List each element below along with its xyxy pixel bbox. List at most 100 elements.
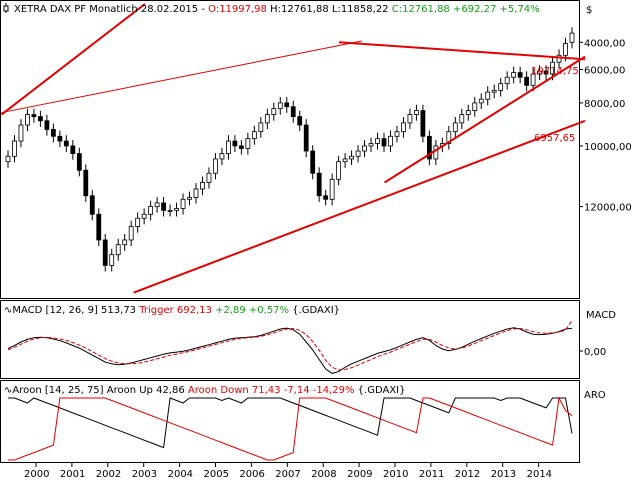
price-tick-label: 4000,00: [584, 38, 625, 49]
x-tick-label: 2011: [419, 469, 444, 480]
candle: [154, 202, 160, 207]
trendline-1: [0, 3, 146, 116]
x-tick-label: 2012: [455, 469, 480, 480]
candle: [414, 110, 419, 115]
candle: [70, 145, 76, 155]
candle: [96, 213, 102, 241]
candle: [569, 32, 575, 43]
candle: [12, 140, 17, 157]
candle: [491, 89, 497, 93]
x-tick-label: 2014: [527, 469, 552, 480]
candle: [420, 110, 426, 137]
candle: [89, 195, 95, 215]
price-panel-frame: [0, 0, 580, 299]
price-tick-label: 6000,00: [584, 66, 625, 77]
candle: [329, 178, 335, 200]
candle: [232, 140, 238, 147]
candle: [485, 91, 491, 100]
macd-panel-frame: [0, 300, 580, 379]
candle: [25, 114, 30, 126]
x-tick-label: 2000: [24, 469, 49, 480]
candle: [264, 114, 270, 124]
candle: [57, 135, 63, 142]
candle: [556, 54, 562, 63]
candle: [401, 122, 406, 133]
candle: [238, 145, 244, 149]
trendline-3: [338, 41, 586, 61]
candle: [355, 150, 361, 157]
price-header: XETRA DAX PF Monatlich 28.02.2015 - O:11…: [14, 4, 540, 15]
candle: [349, 155, 354, 160]
candle: [394, 131, 400, 137]
candle: [174, 208, 179, 211]
trendline-4: [383, 55, 586, 184]
x-tick-label: 2007: [275, 469, 300, 480]
candle: [303, 124, 309, 152]
candle: [388, 135, 393, 147]
aroon-panel-frame: [0, 380, 580, 463]
candle: [550, 61, 555, 75]
candle: [426, 135, 432, 160]
candle: [18, 124, 24, 142]
candle: [297, 116, 303, 126]
candle: [407, 114, 413, 124]
candle: [446, 131, 452, 144]
candle: [50, 129, 56, 137]
candle: [38, 116, 43, 122]
x-tick-label: 2010: [383, 469, 408, 480]
candle: [31, 114, 37, 118]
candle: [63, 140, 69, 147]
x-tick-label: 2008: [311, 469, 336, 480]
candle: [342, 158, 348, 163]
macd-series: [7, 320, 573, 374]
candle: [323, 195, 329, 200]
candle: [511, 72, 517, 78]
candle: [381, 138, 387, 147]
aroon-down-line: [8, 396, 573, 461]
candle: [258, 122, 264, 133]
macd-header: ∿MACD [12, 26, 9] 513,73 Trigger 692,13 …: [4, 305, 340, 316]
price-tick-label: 8000,00: [584, 99, 625, 110]
candle: [109, 254, 115, 266]
candle: [465, 110, 471, 115]
x-tick-label: 2005: [204, 469, 229, 480]
price-series: [5, 27, 575, 272]
candle: [277, 102, 283, 110]
aroon-axis-label: ARO: [584, 390, 606, 401]
candle: [517, 72, 523, 78]
candle: [524, 76, 530, 86]
macd-zero-tick: 0,00: [584, 347, 606, 358]
candle: [200, 182, 205, 190]
trendline-2: [1, 40, 362, 114]
x-tick-label: 2001: [60, 469, 85, 480]
candle: [115, 244, 121, 256]
candle: [76, 153, 82, 171]
chart-header-icon: [3, 3, 9, 13]
price-tick-label: 10000,00: [584, 142, 632, 153]
x-tick-label: 2002: [96, 469, 121, 480]
candle: [543, 70, 549, 75]
x-tick-label: 2004: [168, 469, 193, 480]
candle: [336, 161, 342, 180]
candle: [102, 239, 108, 266]
candle: [251, 131, 257, 140]
x-tick-label: 2013: [491, 469, 516, 480]
candle: [368, 143, 374, 147]
candle: [187, 197, 192, 200]
candle: [433, 145, 439, 160]
upper-level-label: 10714,75: [531, 66, 579, 77]
trendline-5: [133, 119, 586, 294]
candle: [375, 138, 380, 144]
candle: [5, 155, 11, 163]
candle: [530, 73, 536, 86]
candle: [271, 108, 277, 115]
candle: [213, 158, 218, 174]
candle: [478, 98, 484, 104]
candle: [459, 114, 465, 124]
candle: [504, 76, 510, 85]
currency-label: $: [586, 5, 592, 16]
candle: [563, 43, 568, 56]
candle: [180, 198, 186, 209]
candle: [537, 70, 542, 75]
